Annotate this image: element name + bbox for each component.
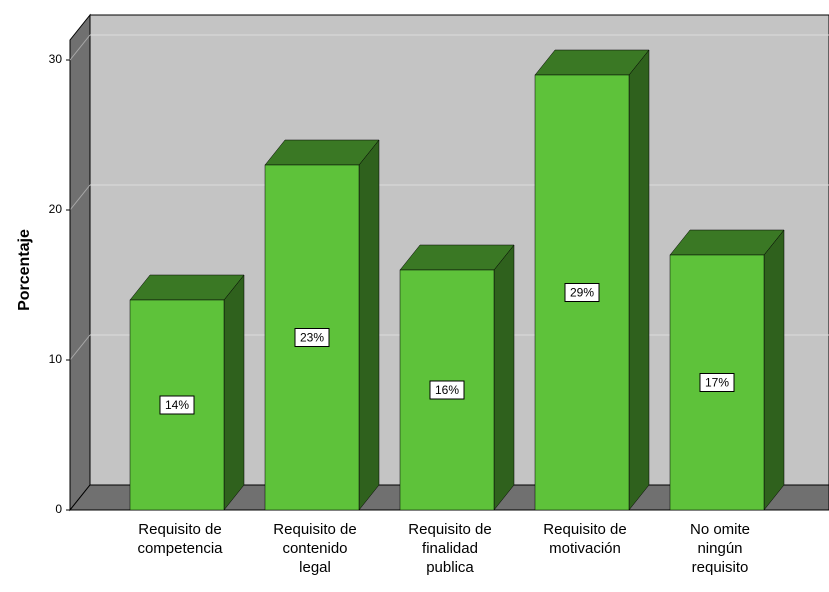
value-label: 14% <box>165 398 189 412</box>
grid-line <box>69 184 91 211</box>
x-tick-label: contenido <box>282 540 347 557</box>
x-tick-label: competencia <box>137 540 223 557</box>
bar-side <box>223 274 245 511</box>
value-label-box <box>294 328 330 347</box>
x-tick-label: requisito <box>692 559 749 576</box>
side-wall <box>69 13 91 512</box>
y-tick-label: 0 <box>55 502 62 516</box>
value-label-box <box>159 395 195 415</box>
y-tick-label: 10 <box>49 352 63 366</box>
bar-top <box>669 229 785 256</box>
x-tick-label: legal <box>299 559 331 576</box>
value-label: 16% <box>435 383 459 397</box>
bar-top <box>129 274 245 301</box>
x-tick-label: finalidad <box>422 540 478 557</box>
bar-side <box>628 49 650 511</box>
bar-top <box>399 244 515 271</box>
x-tick-label: No omite <box>690 521 750 538</box>
bar-side <box>358 139 380 511</box>
grid-line <box>69 334 91 361</box>
y-tick-label: 20 <box>49 202 63 216</box>
value-label: 23% <box>300 331 324 345</box>
bar-top <box>264 139 380 166</box>
value-label-box <box>429 380 465 400</box>
x-tick-label: Requisito de <box>273 521 356 538</box>
bar-side <box>493 244 515 511</box>
x-tick-label: motivación <box>549 540 621 557</box>
x-tick-label: publica <box>426 559 474 576</box>
y-axis-title: Porcentaje <box>16 229 33 311</box>
x-tick-label: ningún <box>697 540 742 557</box>
bar-side <box>763 229 785 511</box>
x-tick-label: Requisito de <box>408 521 491 538</box>
value-label-box <box>564 283 600 302</box>
value-label: 29% <box>570 286 594 300</box>
bar-top <box>534 49 650 76</box>
value-label-box <box>699 373 735 392</box>
grid-line <box>69 34 91 61</box>
y-tick-label: 30 <box>49 52 63 66</box>
x-tick-label: Requisito de <box>543 521 626 538</box>
x-tick-label: Requisito de <box>138 521 221 538</box>
value-label: 17% <box>705 376 729 390</box>
